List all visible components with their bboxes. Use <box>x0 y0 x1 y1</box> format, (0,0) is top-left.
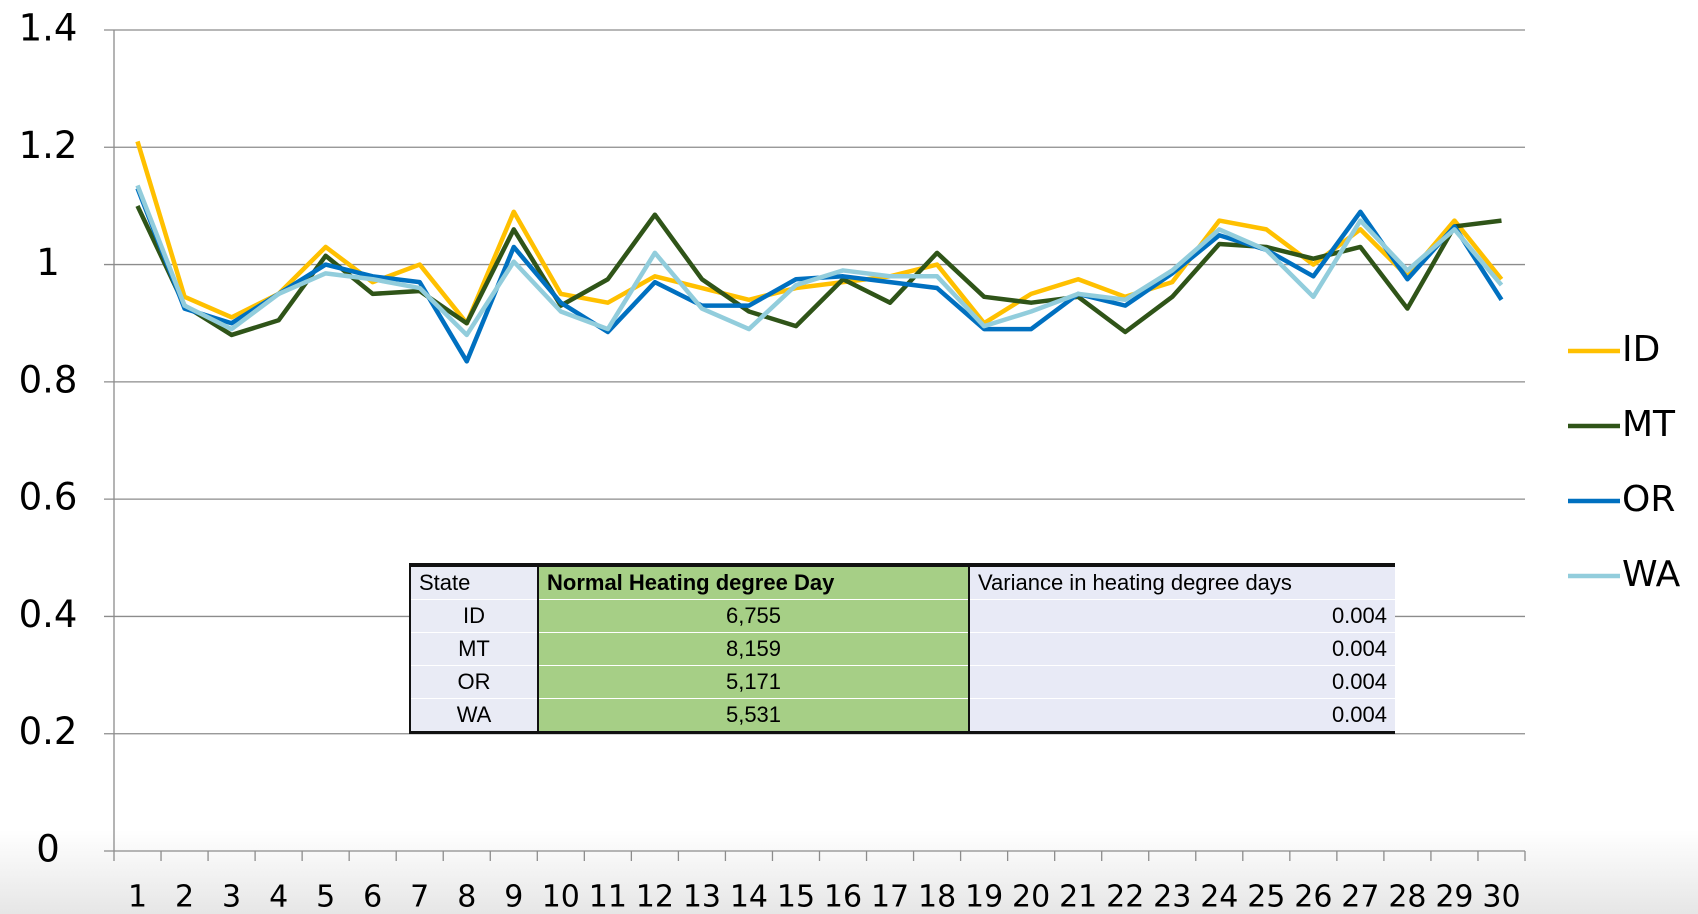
table-row: ID 6,755 0.004 <box>410 599 1395 633</box>
x-tick-label: 24 <box>1200 880 1238 914</box>
table-cell: 0.004 <box>969 599 1395 633</box>
y-tick-label: 1.4 <box>19 7 78 50</box>
x-tick-label: 7 <box>410 880 429 914</box>
table-row: OR 5,171 0.004 <box>410 665 1395 699</box>
table-cell: Variance in heating degree days <box>969 565 1395 600</box>
x-tick-label: 17 <box>871 880 909 914</box>
table-cell: MT <box>410 632 538 666</box>
x-tick-label: 27 <box>1341 880 1379 914</box>
x-tick-label: 1 <box>128 880 147 914</box>
x-tick-label: 4 <box>269 880 288 914</box>
x-tick-label: 15 <box>777 880 815 914</box>
x-tick-label: 2 <box>175 880 194 914</box>
x-tick-label: 20 <box>1012 880 1050 914</box>
table-cell: OR <box>410 665 538 699</box>
table-cell: WA <box>410 698 538 733</box>
x-tick-label: 19 <box>965 880 1003 914</box>
legend-label: ID <box>1622 329 1660 370</box>
x-tick-label: 14 <box>730 880 768 914</box>
x-tick-label: 12 <box>636 880 674 914</box>
x-tick-label: 9 <box>504 880 523 914</box>
y-tick-label: 0.2 <box>19 710 78 753</box>
y-tick-label: 1.2 <box>19 124 78 167</box>
table-row: State Normal Heating degree Day Variance i… <box>410 565 1395 600</box>
table-cell: 5,171 <box>537 665 970 699</box>
x-tick-label: 13 <box>683 880 721 914</box>
x-tick-label: 11 <box>589 880 627 914</box>
x-tick-label: 10 <box>542 880 580 914</box>
x-tick-label: 16 <box>824 880 862 914</box>
x-tick-label: 3 <box>222 880 241 914</box>
table-cell: 0.004 <box>969 665 1395 699</box>
y-tick-label: 1 <box>36 241 60 284</box>
x-tick-label: 6 <box>363 880 382 914</box>
x-tick-label: 5 <box>316 880 335 914</box>
legend-label: WA <box>1622 554 1681 595</box>
x-tick-label: 29 <box>1435 880 1473 914</box>
table-row: WA 5,531 0.004 <box>410 698 1395 733</box>
x-tick-label: 30 <box>1482 880 1520 914</box>
series-line <box>135 184 1504 338</box>
x-tick-label: 26 <box>1294 880 1332 914</box>
x-tick-label: 25 <box>1247 880 1285 914</box>
x-tick-label: 21 <box>1059 880 1097 914</box>
legend-label: OR <box>1622 479 1675 520</box>
table-cell: ID <box>410 599 538 633</box>
table-cell: 6,755 <box>537 599 970 633</box>
x-tick-label: 28 <box>1388 880 1426 914</box>
table-cell: State <box>410 565 538 600</box>
y-tick-label: 0.8 <box>19 358 78 401</box>
table-cell: 8,159 <box>537 632 970 666</box>
series-line <box>135 140 1504 326</box>
y-tick-label: 0.6 <box>19 476 78 519</box>
table-cell: Normal Heating degree Day <box>537 565 970 600</box>
series-line <box>135 204 1502 338</box>
data-table: State Normal Heating degree Day Variance i… <box>409 563 1395 734</box>
table-cell: 0.004 <box>969 632 1395 666</box>
y-tick-label: 0.4 <box>19 593 78 636</box>
table-cell: 0.004 <box>969 698 1395 733</box>
table-cell: 5,531 <box>537 698 970 733</box>
y-tick-label: 0 <box>36 828 60 871</box>
x-tick-label: 22 <box>1106 880 1144 914</box>
x-tick-label: 8 <box>457 880 476 914</box>
x-tick-label: 23 <box>1153 880 1191 914</box>
legend-label: MT <box>1622 404 1676 445</box>
x-tick-label: 18 <box>918 880 956 914</box>
table-row: MT 8,159 0.004 <box>410 632 1395 666</box>
